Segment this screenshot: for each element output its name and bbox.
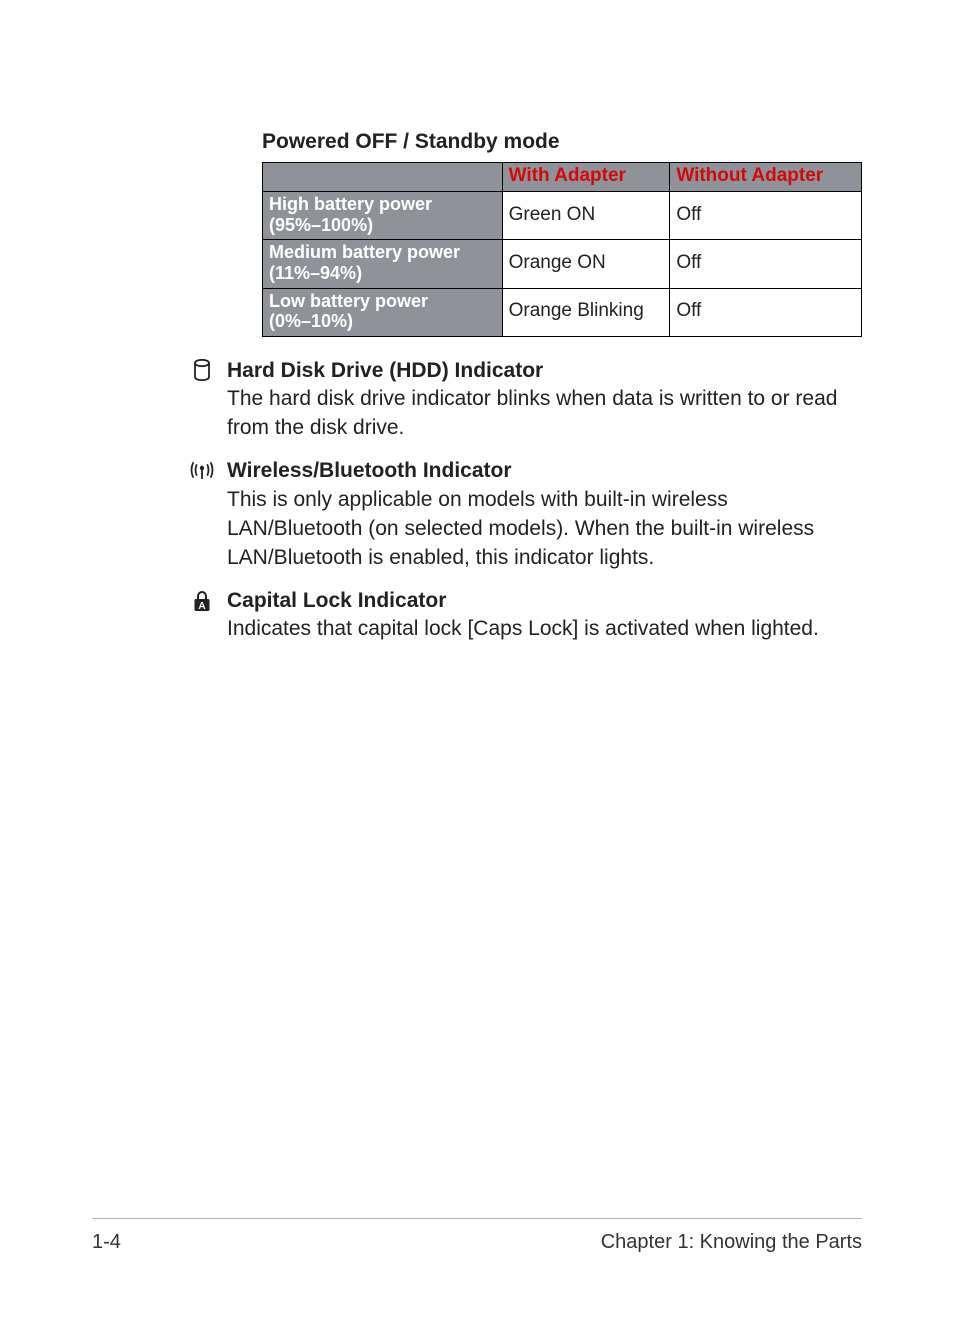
table-header-row: With Adapter Without Adapter (263, 163, 862, 192)
row-header-low: Low battery power (0%–10%) (263, 288, 503, 336)
row-sublabel: (95%–100%) (269, 215, 496, 236)
cell-medium-with: Orange ON (502, 240, 670, 288)
cell-high-with: Green ON (502, 192, 670, 240)
table-title: Powered OFF / Standby mode (262, 130, 862, 154)
footer-chapter: Chapter 1: Knowing the Parts (601, 1231, 862, 1254)
battery-status-table: With Adapter Without Adapter High batter… (262, 162, 862, 337)
indicator-desc: Indicates that capital lock [Caps Lock] … (227, 615, 862, 644)
indicator-capslock: A Capital Lock Indicator Indicates that … (227, 587, 862, 644)
main-content: Powered OFF / Standby mode With Adapter … (262, 130, 862, 337)
indicator-title: Hard Disk Drive (HDD) Indicator (227, 357, 862, 385)
indicator-title: Wireless/Bluetooth Indicator (227, 457, 862, 485)
col-header-with-adapter: With Adapter (502, 163, 670, 192)
row-sublabel: (11%–94%) (269, 263, 496, 284)
indicator-title: Capital Lock Indicator (227, 587, 862, 615)
row-header-high: High battery power (95%–100%) (263, 192, 503, 240)
cell-high-without: Off (670, 192, 862, 240)
indicator-list: Hard Disk Drive (HDD) Indicator The hard… (227, 357, 862, 644)
indicator-wireless: Wireless/Bluetooth Indicator This is onl… (227, 457, 862, 572)
table-corner-cell (263, 163, 503, 192)
wireless-icon (189, 459, 215, 481)
row-label: Low battery power (269, 291, 428, 311)
row-label: Medium battery power (269, 242, 460, 262)
table-row: High battery power (95%–100%) Green ON O… (263, 192, 862, 240)
row-header-medium: Medium battery power (11%–94%) (263, 240, 503, 288)
page: Powered OFF / Standby mode With Adapter … (0, 0, 954, 1339)
svg-text:A: A (198, 601, 205, 612)
cell-medium-without: Off (670, 240, 862, 288)
cell-low-without: Off (670, 288, 862, 336)
table-row: Low battery power (0%–10%) Orange Blinki… (263, 288, 862, 336)
hdd-icon (189, 359, 215, 383)
page-footer: 1-4 Chapter 1: Knowing the Parts (92, 1218, 862, 1254)
footer-page-number: 1-4 (92, 1231, 121, 1254)
row-label: High battery power (269, 194, 432, 214)
row-sublabel: (0%–10%) (269, 311, 496, 332)
table-row: Medium battery power (11%–94%) Orange ON… (263, 240, 862, 288)
indicator-hdd: Hard Disk Drive (HDD) Indicator The hard… (227, 357, 862, 443)
indicator-desc: The hard disk drive indicator blinks whe… (227, 385, 862, 443)
indicator-desc: This is only applicable on models with b… (227, 486, 862, 573)
capslock-icon: A (189, 589, 215, 613)
cell-low-with: Orange Blinking (502, 288, 670, 336)
col-header-without-adapter: Without Adapter (670, 163, 862, 192)
